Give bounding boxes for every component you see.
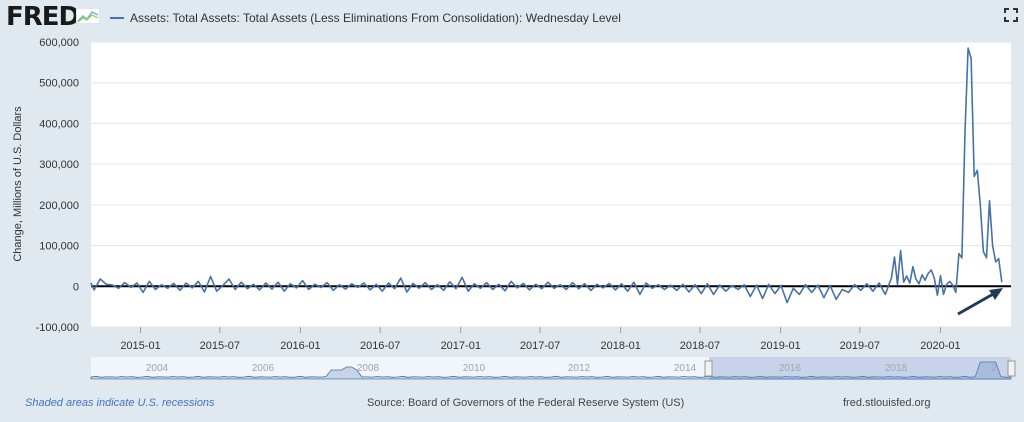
y-tick-label: -100,000: [36, 322, 79, 334]
y-tick-label: 300,000: [39, 159, 79, 171]
x-tick-label: 2017-01: [441, 340, 481, 352]
navigator-label: 2006: [252, 363, 275, 374]
x-tick-label: 2019-07: [840, 340, 880, 352]
series-line[interactable]: [90, 47, 1003, 304]
navigator-label: 2004: [146, 363, 169, 374]
y-tick-label: 0: [73, 281, 79, 293]
chart-area: -100,000 0 100,000 200,000 300,000 400,000 500…: [12, 37, 1016, 380]
navigator-label: 2012: [568, 363, 591, 374]
navigator-labels: 2004 2006 2008 2010 2012 2014 2016 2018 2: [146, 363, 997, 374]
x-tick-label: 2015-07: [200, 340, 240, 352]
line-chart-icon: [76, 8, 100, 24]
chart-legend[interactable]: Assets: Total Assets: Total Assets (Less…: [110, 9, 621, 27]
x-tick-label: 2016-07: [360, 340, 400, 352]
y-tick-label: 500,000: [39, 78, 79, 90]
y-axis-label: Change, Millions of U.S. Dollars: [12, 106, 24, 262]
fullscreen-icon[interactable]: [1004, 8, 1018, 22]
x-tick-label: 2017-07: [520, 340, 560, 352]
navigator-label: 2018: [885, 363, 908, 374]
x-axis-ticks: 2015-01 2015-07 2016-01 2016-07 2017-01 2017-…: [120, 327, 961, 352]
source-credit: Source: Board of Governors of the Federa…: [367, 397, 685, 409]
y-tick-label: 100,000: [39, 241, 79, 253]
plot-background: [91, 42, 1011, 327]
x-tick-label: 2020-01: [920, 340, 960, 352]
y-tick-label: 400,000: [39, 118, 79, 130]
navigator-background: [91, 357, 1011, 380]
y-tick-label: 600,000: [39, 37, 79, 49]
x-tick-label: 2015-01: [120, 340, 160, 352]
x-tick-label: 2016-01: [280, 340, 320, 352]
navigator-right-handle[interactable]: [1007, 360, 1016, 377]
y-tick-label: 200,000: [39, 200, 79, 212]
x-tick-label: 2018-07: [680, 340, 720, 352]
arrow-icon: [957, 288, 1003, 316]
recession-note[interactable]: Shaded areas indicate U.S. recessions: [25, 397, 215, 409]
navigator-label: 2: [991, 363, 997, 374]
fred-logo[interactable]: FRED: [6, 2, 80, 32]
legend-label: Assets: Total Assets: Total Assets (Less…: [130, 11, 621, 25]
x-tick-label: 2019-01: [760, 340, 800, 352]
navigator-label: 2014: [674, 363, 697, 374]
y-axis-ticks: -100,000 0 100,000 200,000 300,000 400,000 500…: [36, 37, 79, 334]
x-tick-label: 2018-01: [600, 340, 640, 352]
navigator-label: 2016: [779, 363, 802, 374]
legend-line-swatch: [110, 17, 124, 19]
site-link[interactable]: fred.stlouisfed.org: [843, 397, 931, 409]
series-points: [90, 48, 1002, 303]
navigator-label: 2008: [357, 363, 380, 374]
navigator-series: [90, 361, 1012, 380]
navigator-left-handle[interactable]: [704, 360, 713, 377]
chart-footer: Shaded areas indicate U.S. recessions So…: [0, 392, 1024, 414]
navigator-selection[interactable]: [709, 357, 1011, 380]
chart-header: FRED Assets: Total Assets: Total Assets …: [0, 0, 1024, 34]
navigator-label: 2010: [463, 363, 486, 374]
navigator[interactable]: 2004 2006 2008 2010 2012 2014 2016 2018 2: [90, 357, 1016, 380]
